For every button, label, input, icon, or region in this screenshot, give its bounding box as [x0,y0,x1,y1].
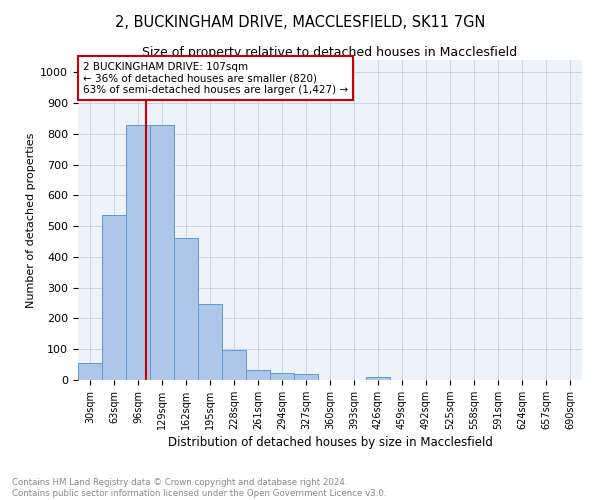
Bar [222,350,246,380]
Bar [270,373,294,380]
Bar [366,377,390,380]
Text: 2 BUCKINGHAM DRIVE: 107sqm
← 36% of detached houses are smaller (820)
63% of sem: 2 BUCKINGHAM DRIVE: 107sqm ← 36% of deta… [83,62,348,95]
Bar [126,124,150,380]
Bar [246,370,270,380]
Bar [102,216,126,380]
Bar [78,363,102,380]
Text: Contains HM Land Registry data © Crown copyright and database right 2024.
Contai: Contains HM Land Registry data © Crown c… [12,478,386,498]
Title: Size of property relative to detached houses in Macclesfield: Size of property relative to detached ho… [142,46,518,59]
Bar [198,304,222,380]
X-axis label: Distribution of detached houses by size in Macclesfield: Distribution of detached houses by size … [167,436,493,449]
Y-axis label: Number of detached properties: Number of detached properties [26,132,36,308]
Bar [174,238,198,380]
Bar [150,124,174,380]
Bar [294,374,318,380]
Text: 2, BUCKINGHAM DRIVE, MACCLESFIELD, SK11 7GN: 2, BUCKINGHAM DRIVE, MACCLESFIELD, SK11 … [115,15,485,30]
